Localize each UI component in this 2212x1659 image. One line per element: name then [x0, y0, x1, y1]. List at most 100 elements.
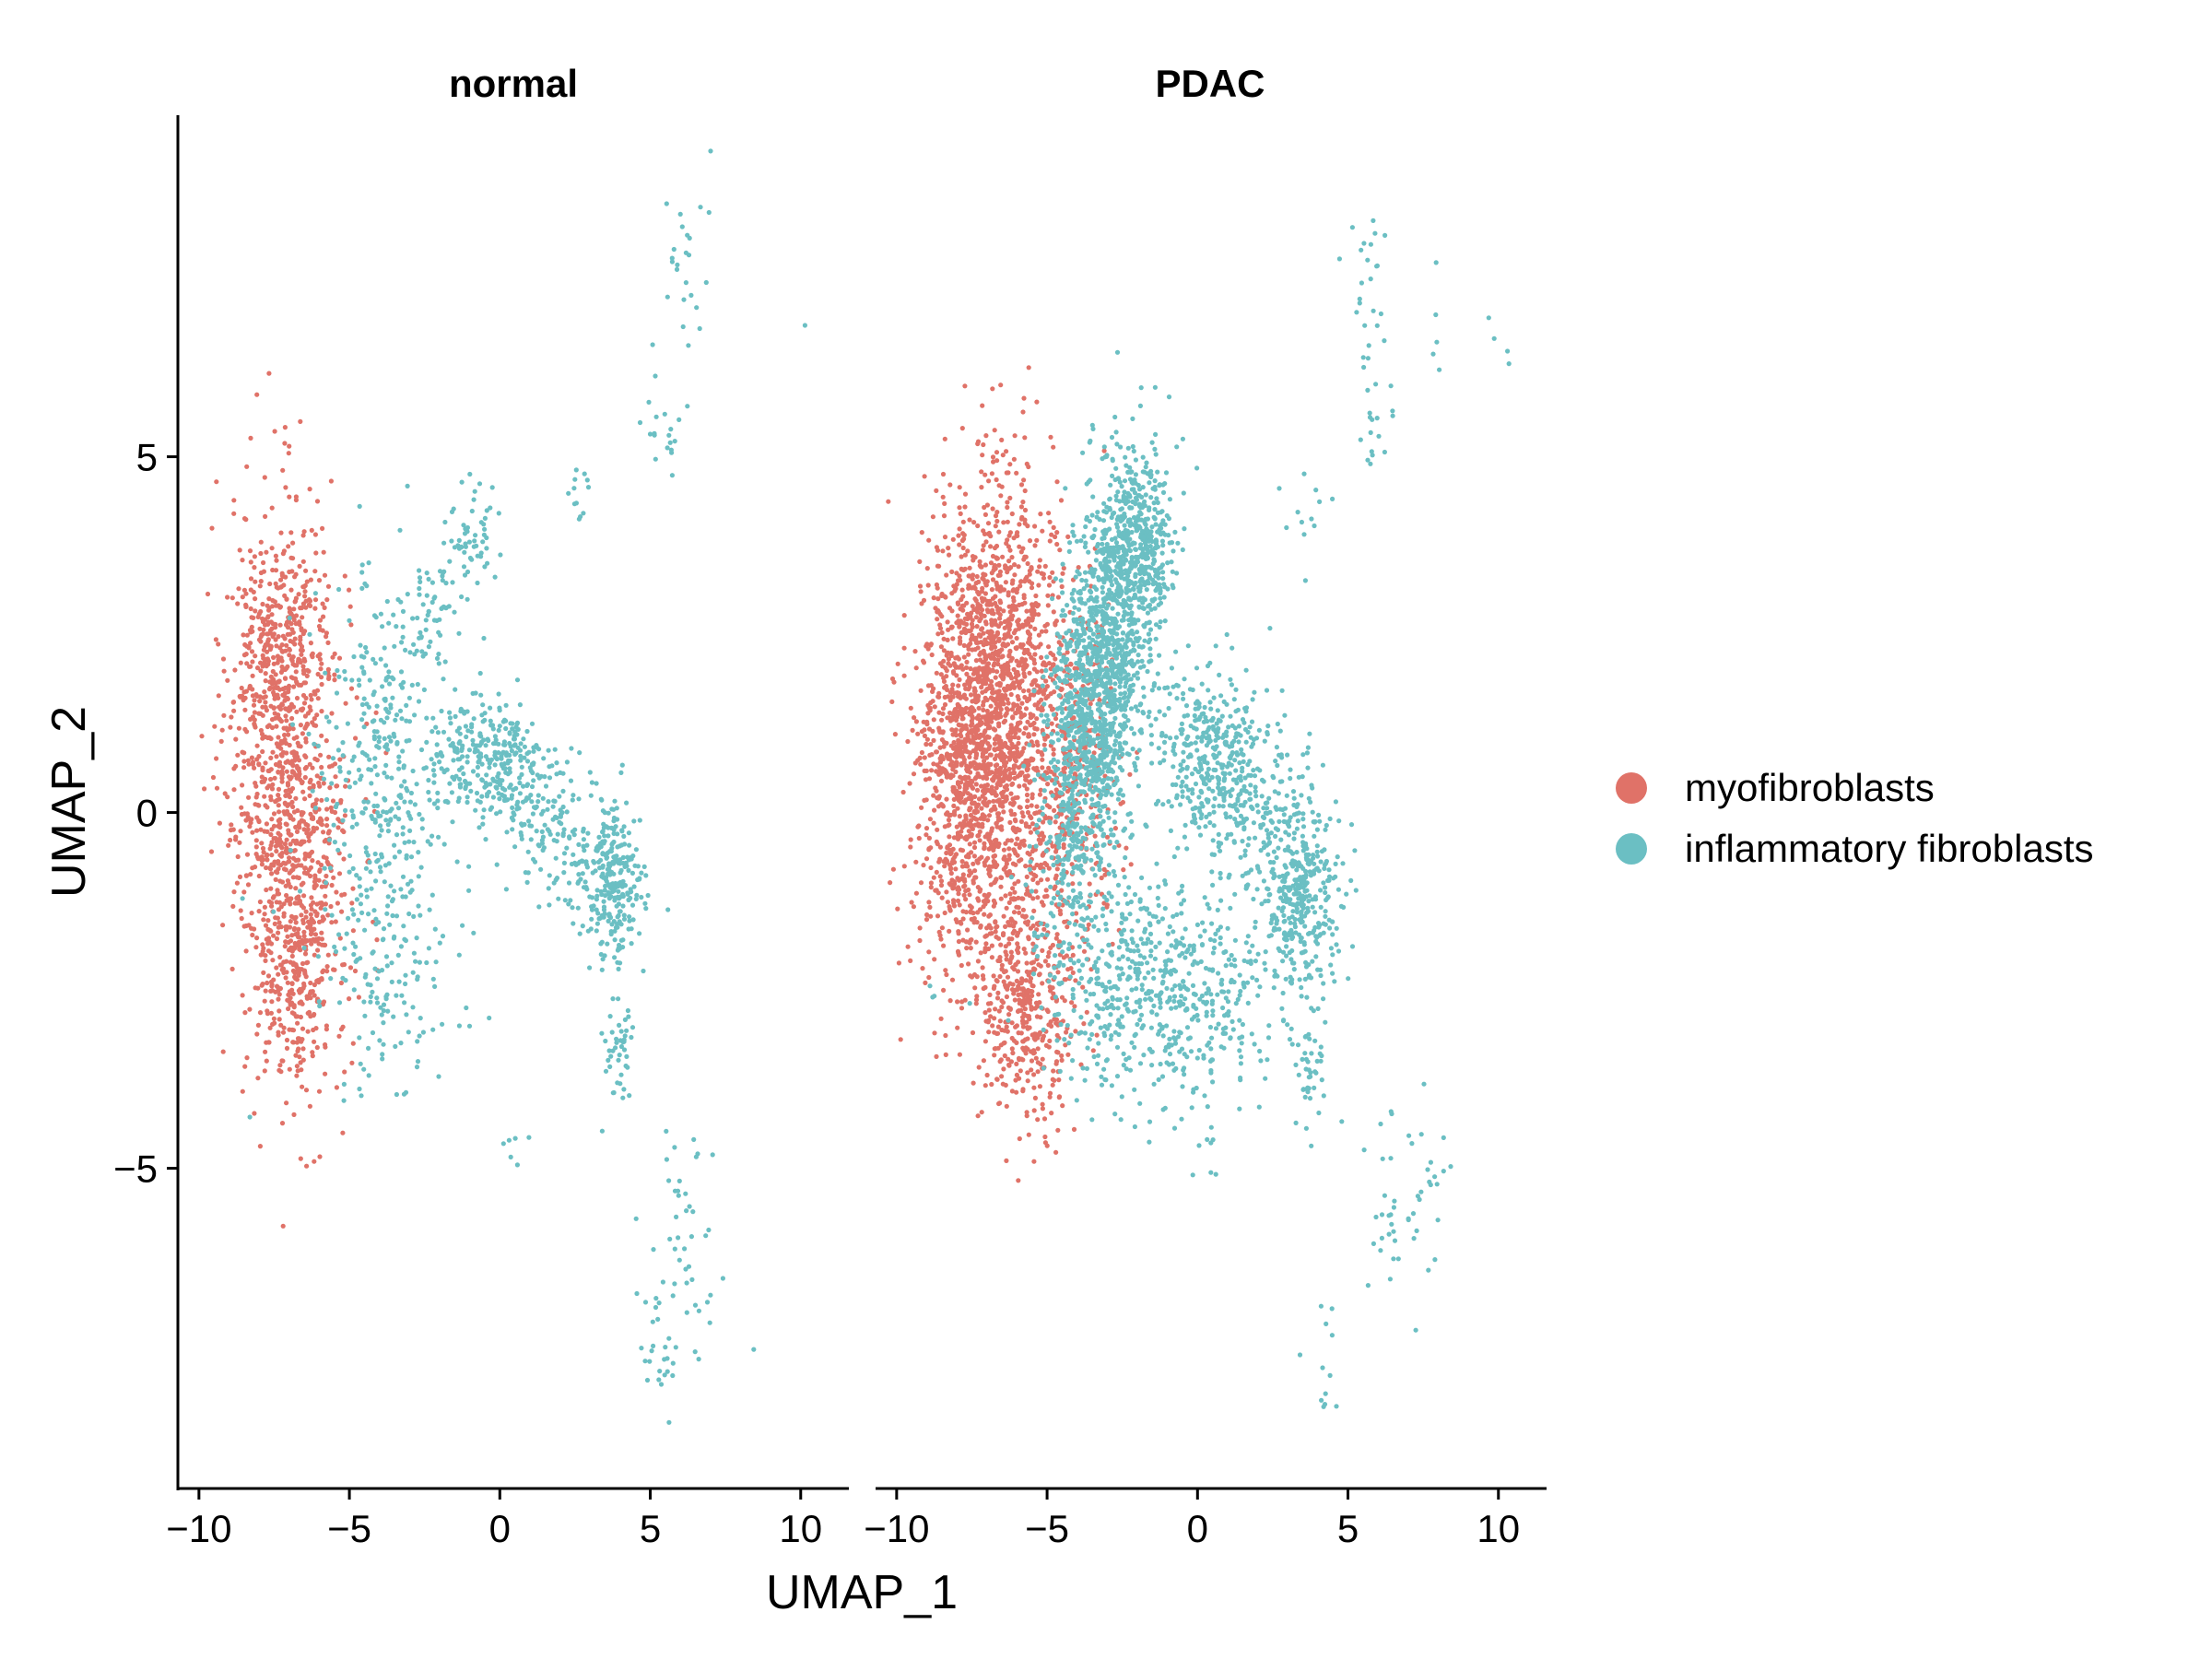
data-point-normal	[289, 799, 295, 806]
data-point-pdac	[984, 502, 990, 508]
data-point-pdac	[968, 706, 973, 712]
data-point-normal	[421, 766, 427, 771]
data-point-normal	[319, 675, 324, 680]
data-point-pdac	[951, 739, 957, 746]
data-point-normal	[625, 1065, 630, 1070]
data-point-normal	[321, 776, 327, 782]
data-point-pdac	[943, 594, 948, 600]
data-point-normal	[241, 587, 247, 593]
data-point-normal	[284, 642, 289, 648]
data-point-normal	[267, 866, 274, 872]
data-point-normal	[576, 841, 582, 848]
data-point-normal	[457, 739, 463, 745]
data-point-normal	[580, 871, 585, 877]
data-point-pdac	[1000, 804, 1006, 809]
data-point-pdac	[1015, 678, 1020, 685]
data-point-normal	[505, 797, 511, 803]
data-point-normal	[606, 918, 611, 924]
data-point-normal	[600, 808, 606, 814]
data-point-normal	[438, 750, 443, 756]
data-point-normal	[542, 774, 547, 780]
data-point-pdac	[989, 645, 994, 651]
data-point-pdac	[1005, 661, 1010, 666]
data-point-normal	[350, 865, 356, 872]
data-point-normal	[300, 780, 305, 786]
data-point-pdac	[940, 730, 946, 735]
data-point-pdac	[985, 521, 992, 526]
data-point-normal	[385, 829, 391, 834]
data-point-normal	[374, 772, 380, 778]
data-point-normal	[316, 653, 323, 658]
data-point-normal	[335, 825, 341, 830]
data-point-normal	[240, 896, 245, 901]
data-point-normal	[669, 255, 675, 261]
data-point-normal	[596, 916, 602, 922]
data-point-pdac	[989, 471, 994, 477]
data-point-normal	[260, 765, 265, 771]
data-point-normal	[616, 883, 621, 889]
data-point-normal	[279, 775, 285, 781]
data-point-pdac	[976, 579, 982, 585]
data-point-normal	[294, 1064, 300, 1069]
data-point-pdac	[989, 678, 994, 685]
data-point-normal	[611, 815, 618, 821]
data-point-normal	[241, 765, 247, 771]
data-point-normal	[303, 754, 309, 760]
data-point-pdac	[926, 900, 932, 905]
data-point-normal	[321, 968, 326, 973]
data-point-pdac	[1010, 715, 1016, 721]
data-point-normal	[481, 532, 488, 537]
data-point-pdac	[945, 651, 950, 656]
data-point-pdac	[991, 663, 996, 668]
data-point-normal	[312, 806, 319, 811]
data-point-pdac	[954, 571, 959, 576]
data-point-pdac	[1018, 720, 1023, 725]
data-point-normal	[341, 1081, 347, 1087]
data-point-pdac	[975, 833, 981, 839]
data-point-normal	[477, 481, 483, 487]
data-point-normal	[261, 559, 266, 566]
data-point-normal	[250, 659, 255, 665]
data-point-normal	[406, 1030, 411, 1035]
data-point-pdac	[998, 698, 1004, 703]
data-point-normal	[283, 485, 288, 490]
data-point-pdac	[1027, 824, 1032, 830]
data-point-normal	[692, 1349, 698, 1355]
data-point-normal	[437, 617, 442, 622]
data-point-normal	[647, 431, 653, 437]
data-point-pdac	[946, 818, 952, 823]
data-point-normal	[437, 759, 442, 765]
data-point-normal	[293, 914, 299, 920]
data-point-normal	[287, 647, 292, 653]
data-point-pdac	[994, 924, 1000, 929]
data-point-normal	[276, 930, 281, 935]
data-point-normal	[415, 681, 420, 688]
data-point-normal	[624, 1028, 629, 1033]
data-point-normal	[270, 668, 276, 675]
data-point-normal	[664, 1128, 669, 1134]
data-point-pdac	[974, 920, 980, 925]
data-point-pdac	[912, 649, 918, 654]
data-point-normal	[323, 670, 328, 676]
data-point-normal	[624, 1053, 629, 1059]
data-point-normal	[607, 1014, 613, 1019]
data-point-normal	[357, 876, 362, 881]
data-point-normal	[657, 1369, 663, 1374]
data-point-pdac	[968, 692, 974, 698]
data-point-pdac	[954, 665, 959, 670]
data-point-normal	[351, 754, 357, 759]
data-point-normal	[284, 1045, 290, 1051]
data-point-pdac	[935, 617, 940, 622]
data-point-normal	[394, 624, 399, 629]
data-point-normal	[373, 916, 379, 922]
data-point-normal	[241, 698, 246, 703]
data-point-normal	[688, 292, 694, 298]
data-point-pdac	[946, 627, 951, 632]
data-point-normal	[704, 1300, 711, 1305]
data-point-normal	[382, 645, 387, 651]
data-point-normal	[311, 1013, 316, 1018]
data-point-normal	[312, 716, 317, 722]
data-point-normal	[439, 766, 444, 771]
data-point-normal	[298, 647, 304, 653]
data-point-normal	[352, 968, 359, 974]
